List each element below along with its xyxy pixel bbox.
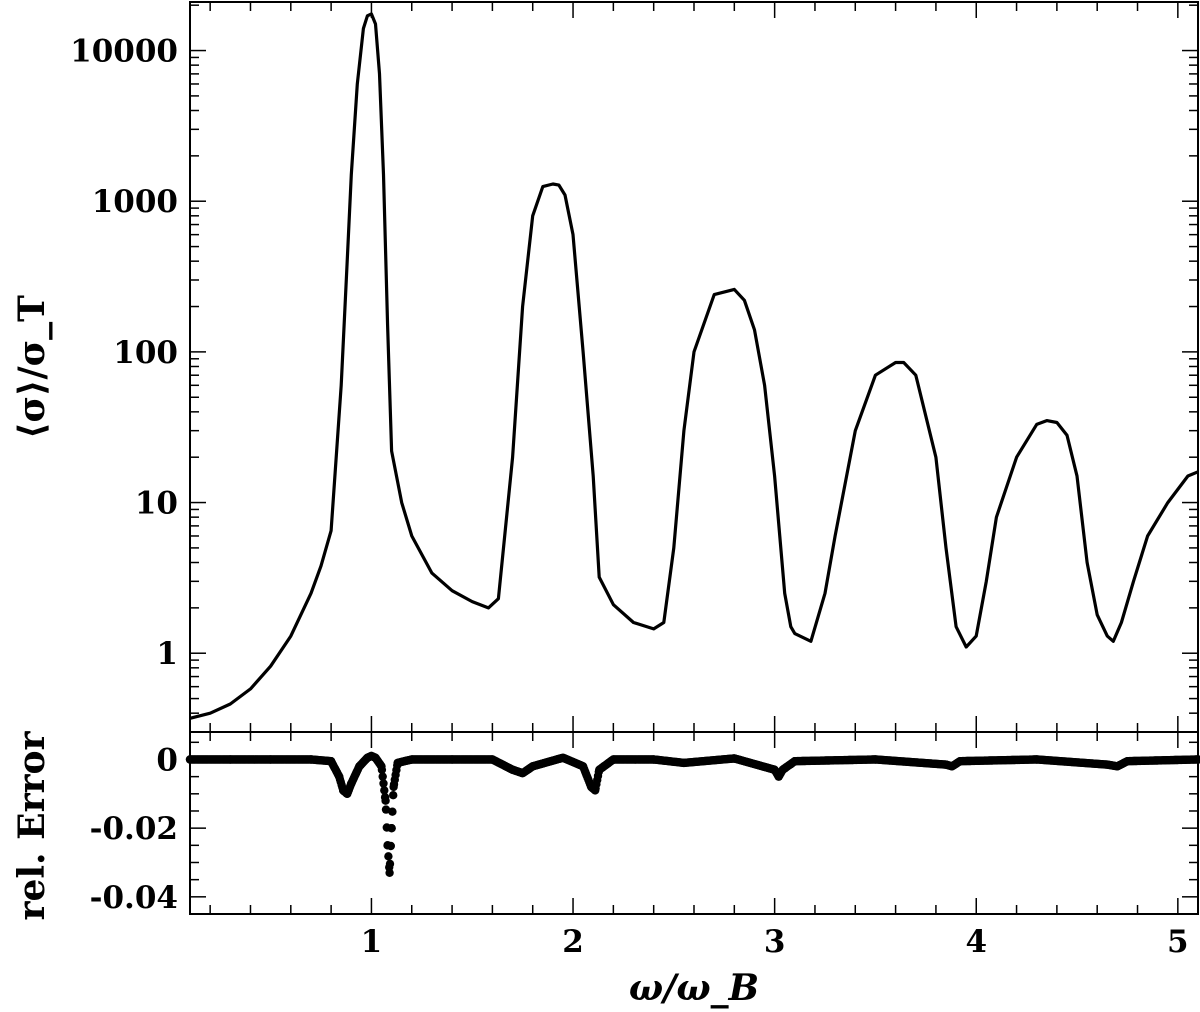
residual-point bbox=[380, 786, 389, 795]
y-tick-label: 1 bbox=[156, 636, 178, 672]
x-tick-label: 5 bbox=[1167, 924, 1189, 960]
x-tick-label: 2 bbox=[562, 924, 584, 960]
residual-point bbox=[381, 805, 391, 814]
residual-point bbox=[380, 793, 390, 802]
main-ticks bbox=[190, 2, 1198, 733]
residual-point bbox=[385, 859, 395, 869]
residual-y-tick-labels: 0 -0.02 -0.04 bbox=[90, 742, 178, 915]
x-axis-label: ω/ω_B bbox=[629, 967, 759, 1009]
y-tick-label: 1000 bbox=[92, 184, 178, 220]
residual-point bbox=[384, 852, 393, 861]
residual-points bbox=[185, 751, 1200, 877]
residual-y-axis-label: rel. Error bbox=[11, 730, 53, 920]
residual-point bbox=[388, 807, 397, 816]
y-tick-label: -0.04 bbox=[90, 880, 178, 916]
residual-point bbox=[1193, 755, 1200, 764]
x-tick-label: 3 bbox=[764, 924, 786, 960]
x-tick-label: 1 bbox=[361, 924, 383, 960]
residual-point bbox=[378, 772, 387, 781]
cross-section-curve bbox=[189, 12, 1199, 720]
x-tick-labels: 1 2 3 4 5 bbox=[361, 924, 1189, 960]
main-y-axis-label: ⟨σ⟩/σ_T bbox=[11, 295, 53, 439]
main-panel: 1 10 100 1000 10000 bbox=[70, 1, 1199, 733]
y-tick-label: 10000 bbox=[70, 34, 178, 70]
x-tick-label: 4 bbox=[965, 924, 987, 960]
residual-point bbox=[387, 824, 396, 833]
residual-point bbox=[377, 765, 387, 774]
residual-point bbox=[386, 841, 395, 851]
main-y-tick-labels: 1 10 100 1000 10000 bbox=[70, 34, 178, 673]
residual-point bbox=[389, 791, 398, 800]
y-tick-label: 0 bbox=[156, 742, 178, 778]
residual-panel: 0 -0.02 -0.04 1 2 3 4 5 bbox=[90, 731, 1200, 960]
y-tick-label: -0.02 bbox=[90, 811, 178, 847]
y-tick-label: 100 bbox=[113, 335, 178, 371]
residual-point bbox=[379, 779, 388, 788]
residual-ticks bbox=[190, 732, 1198, 914]
y-tick-label: 10 bbox=[135, 486, 178, 522]
